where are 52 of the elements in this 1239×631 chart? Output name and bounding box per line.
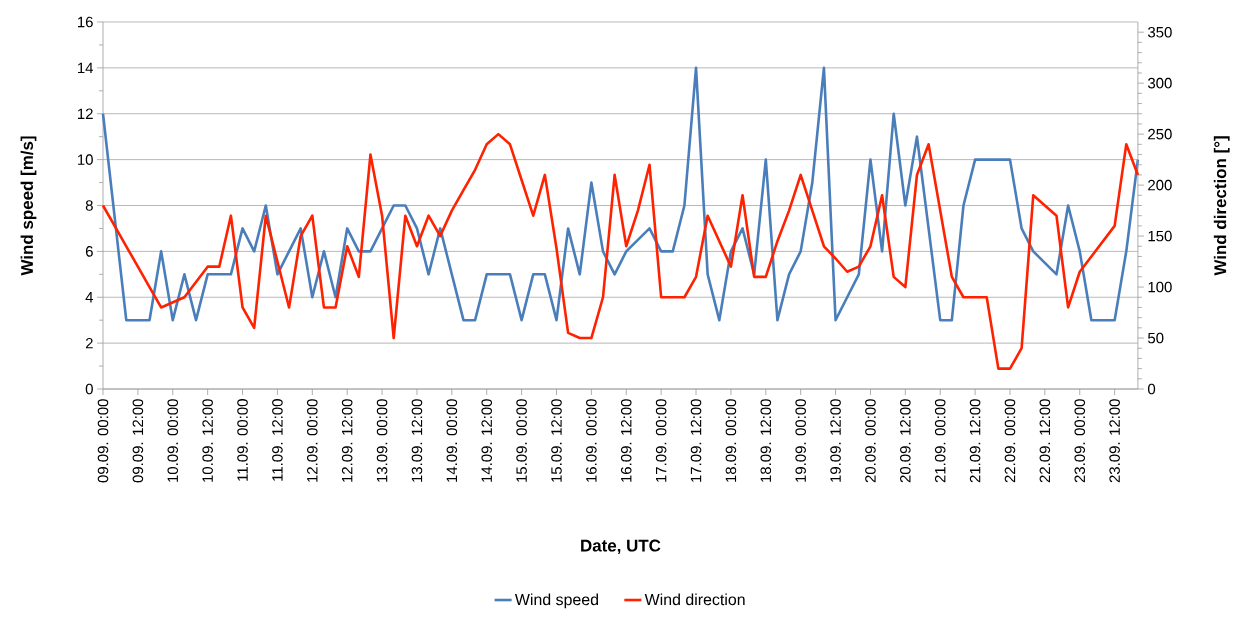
x-tick-label: 11.09. 12:00 [272, 399, 283, 481]
y-tick-label: 10 [78, 154, 93, 165]
y2-tick-label: 350 [1147, 26, 1172, 38]
x-axis-title: Date, UTC [581, 539, 661, 555]
x-tick-label: 13.09. 12:00 [411, 399, 423, 482]
y-tick-label: 14 [78, 62, 94, 74]
x-tick-label: 09.09. 00:00 [97, 399, 109, 483]
x-tick-label: 18.09. 12:00 [760, 399, 772, 482]
x-tick-label: 12.09. 00:00 [307, 399, 318, 482]
y-tick-label: 0 [85, 383, 93, 395]
x-tick-label: 10.09. 00:00 [167, 399, 179, 482]
y-tick-label: 4 [85, 292, 94, 303]
y2-tick-label: 300 [1147, 77, 1172, 89]
x-tick-label: 12.09. 12:00 [341, 399, 353, 482]
y-tick-label: 8 [85, 200, 93, 211]
y2-tick-label: 100 [1148, 281, 1172, 293]
x-tick-label: 09.09. 12:00 [132, 399, 144, 483]
x-tick-label: 18.09. 00:00 [725, 399, 737, 482]
x-tick-label: 17.09. 12:00 [690, 399, 702, 482]
x-tick-label: 14.09. 12:00 [481, 399, 493, 482]
x-tick-label: 22.09. 12:00 [1039, 399, 1051, 483]
x-tick-label: 16.09. 00:00 [586, 399, 597, 482]
x-tick-label: 21.09. 00:00 [934, 399, 946, 483]
x-tick-label: 15.09. 12:00 [551, 399, 562, 482]
x-tick-label: 20.09. 12:00 [900, 399, 911, 483]
x-tick-label: 10.09. 12:00 [202, 399, 213, 482]
y-tick-label: 12 [78, 108, 93, 119]
x-tick-label: 17.09. 00:00 [655, 399, 667, 482]
x-tick-label: 19.09. 00:00 [795, 399, 806, 482]
x-tick-label: 19.09. 12:00 [830, 399, 841, 482]
x-tick-label: 20.09. 00:00 [865, 399, 876, 483]
x-tick-label: 15.09. 00:00 [516, 399, 527, 482]
x-tick-label: 23.09. 00:00 [1074, 399, 1086, 483]
legend-label: Wind speed [514, 593, 598, 609]
y2-tick-label: 250 [1148, 128, 1172, 140]
y2-tick-label: 150 [1148, 230, 1172, 242]
y-tick-label: 2 [85, 337, 93, 349]
y2-tick-label: 50 [1148, 332, 1164, 344]
y-tick-label: 16 [78, 16, 93, 28]
y2-tick-label: 0 [1147, 383, 1156, 395]
y-tick-label: 6 [85, 246, 93, 257]
x-tick-label: 13.09. 00:00 [376, 399, 388, 482]
x-tick-label: 11.09. 00:00 [237, 399, 248, 481]
y2-axis-title: Wind direction [°] [1213, 136, 1230, 276]
x-tick-label: 22.09. 00:00 [1004, 399, 1016, 483]
x-tick-label: 21.09. 12:00 [969, 399, 981, 483]
legend-label: Wind direction [644, 593, 745, 606]
x-tick-label: 16.09. 12:00 [620, 399, 632, 482]
x-tick-label: 23.09. 12:00 [1109, 399, 1120, 483]
y-axis-title: Wind speed [m/s] [20, 136, 37, 276]
y2-tick-label: 200 [1148, 179, 1172, 191]
x-tick-label: 14.09. 00:00 [446, 399, 458, 482]
